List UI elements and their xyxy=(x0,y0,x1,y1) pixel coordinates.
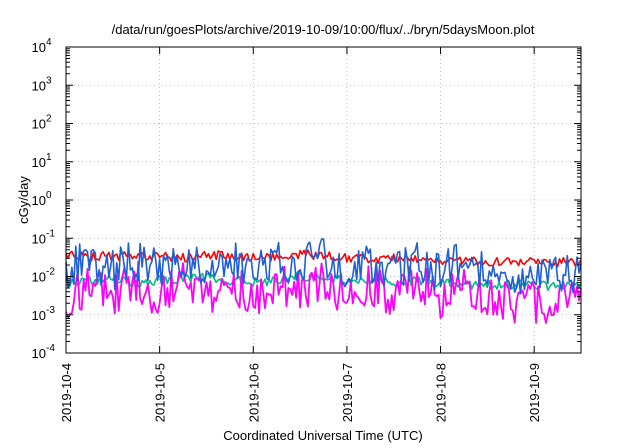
x-tick-label: 2019-10-6 xyxy=(246,363,261,422)
x-tick-label: 2019-10-5 xyxy=(153,363,168,422)
y-tick-label: 10 xyxy=(32,231,46,246)
y-tick-exponent: 4 xyxy=(46,37,52,48)
y-tick-label: 10 xyxy=(32,270,46,285)
y-tick-exponent: -2 xyxy=(46,267,55,278)
y-tick-label: 10 xyxy=(32,155,46,170)
y-tick-exponent: 3 xyxy=(46,75,52,86)
y-tick-label: 10 xyxy=(32,117,46,132)
y-tick-label: 10 xyxy=(32,346,46,361)
x-axis-ticks: 2019-10-4 2019-10-5 2019-10-6 2019-10-7 2019… xyxy=(59,47,542,422)
x-tick-label: 2019-10-4 xyxy=(59,363,74,422)
y-tick-exponent: 0 xyxy=(46,190,52,201)
series-line xyxy=(65,238,582,295)
x-tick-label: 2019-10-8 xyxy=(434,363,449,422)
y-tick-label: 10 xyxy=(32,40,46,55)
y-tick-label: 10 xyxy=(32,308,46,323)
x-tick-label: 2019-10-9 xyxy=(527,363,542,422)
y-tick-label: 10 xyxy=(32,193,46,208)
y-tick-exponent: -1 xyxy=(46,228,55,239)
y-tick-exponent: 1 xyxy=(46,152,52,163)
chart-title: /data/run/goesPlots/archive/2019-10-09/1… xyxy=(112,22,535,37)
series-line xyxy=(65,261,582,324)
x-tick-label: 2019-10-7 xyxy=(340,363,355,422)
series-lines xyxy=(65,238,582,324)
y-tick-exponent: -4 xyxy=(46,343,55,354)
y-tick-exponent: -3 xyxy=(46,305,55,316)
y-axis-label: cGy/day xyxy=(16,176,31,224)
x-axis-label: Coordinated Universal Time (UTC) xyxy=(223,428,422,443)
y-tick-label: 10 xyxy=(32,78,46,93)
y-tick-exponent: 2 xyxy=(46,114,52,125)
